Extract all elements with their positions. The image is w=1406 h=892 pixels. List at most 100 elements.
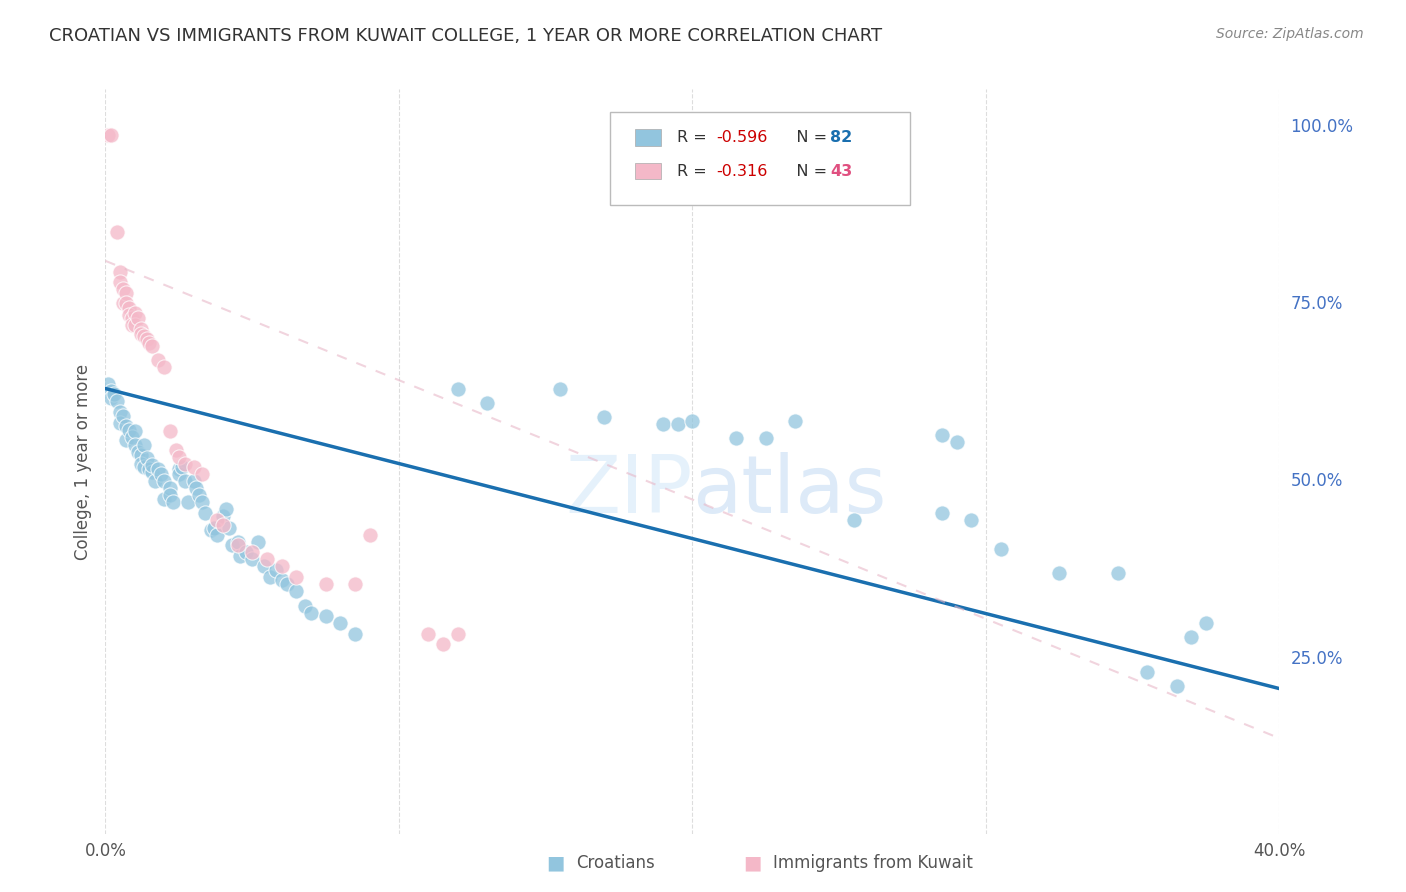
- Text: ZIP: ZIP: [565, 452, 693, 531]
- Point: [148, 461, 170, 475]
- Point: [1047, 566, 1070, 580]
- Point: [202, 520, 225, 534]
- Point: [124, 318, 146, 332]
- Point: [593, 409, 616, 424]
- Point: [143, 474, 166, 488]
- Point: [115, 419, 138, 434]
- Point: [215, 502, 238, 516]
- Point: [270, 573, 292, 587]
- Point: [205, 514, 228, 528]
- Point: [124, 424, 146, 438]
- Text: R =: R =: [678, 130, 711, 145]
- Point: [103, 387, 125, 401]
- Text: atlas: atlas: [693, 452, 887, 531]
- Point: [264, 563, 287, 577]
- Point: [170, 459, 193, 474]
- Point: [112, 296, 135, 310]
- Point: [294, 599, 316, 613]
- Point: [343, 627, 366, 641]
- Point: [118, 423, 141, 437]
- Point: [112, 282, 135, 296]
- Point: [167, 467, 190, 481]
- Text: Croatians: Croatians: [576, 855, 655, 872]
- Text: -0.596: -0.596: [716, 130, 768, 145]
- Point: [159, 424, 181, 438]
- Point: [276, 577, 298, 591]
- Point: [418, 627, 440, 641]
- Point: [725, 431, 748, 445]
- Point: [100, 391, 122, 405]
- Point: [138, 336, 160, 351]
- Point: [176, 495, 198, 509]
- Point: [229, 549, 252, 563]
- Point: [121, 310, 143, 325]
- Point: [299, 606, 322, 620]
- Point: [124, 305, 146, 319]
- Point: [118, 301, 141, 315]
- Text: 82: 82: [830, 130, 852, 145]
- Point: [447, 382, 470, 396]
- Point: [842, 514, 865, 528]
- Point: [191, 467, 214, 481]
- Point: [235, 544, 257, 558]
- Point: [159, 481, 181, 495]
- Point: [148, 353, 170, 368]
- Text: -0.316: -0.316: [716, 163, 768, 178]
- Point: [115, 434, 138, 448]
- Point: [129, 322, 152, 336]
- Point: [666, 417, 689, 431]
- Bar: [636, 163, 661, 179]
- Point: [432, 637, 454, 651]
- Point: [127, 445, 149, 459]
- Point: [211, 509, 233, 524]
- Point: [100, 384, 122, 398]
- Point: [165, 442, 187, 457]
- Point: [226, 534, 249, 549]
- Point: [141, 339, 163, 353]
- Point: [129, 326, 152, 341]
- Point: [97, 128, 120, 143]
- Point: [218, 520, 240, 534]
- Point: [652, 417, 675, 431]
- Point: [931, 507, 953, 521]
- Point: [285, 584, 308, 599]
- Point: [183, 459, 205, 474]
- Point: [124, 438, 146, 452]
- Text: Source: ZipAtlas.com: Source: ZipAtlas.com: [1216, 27, 1364, 41]
- Text: ■: ■: [546, 854, 565, 872]
- Point: [167, 450, 190, 464]
- Point: [121, 318, 143, 332]
- Point: [186, 481, 208, 495]
- Point: [211, 517, 233, 532]
- Point: [1195, 615, 1218, 630]
- Point: [259, 570, 281, 584]
- Point: [108, 405, 131, 419]
- Point: [141, 465, 163, 479]
- Point: [253, 558, 276, 573]
- Point: [256, 551, 278, 566]
- Text: N =: N =: [780, 163, 832, 178]
- Point: [97, 376, 120, 391]
- Point: [108, 275, 131, 289]
- Point: [159, 488, 181, 502]
- Text: CROATIAN VS IMMIGRANTS FROM KUWAIT COLLEGE, 1 YEAR OR MORE CORRELATION CHART: CROATIAN VS IMMIGRANTS FROM KUWAIT COLLE…: [49, 27, 883, 45]
- Point: [153, 474, 176, 488]
- Point: [205, 527, 228, 541]
- Point: [785, 414, 807, 428]
- Point: [132, 329, 155, 343]
- Point: [200, 524, 222, 538]
- Point: [132, 438, 155, 452]
- Point: [270, 558, 292, 573]
- Point: [105, 226, 128, 240]
- Point: [931, 428, 953, 442]
- Text: R =: R =: [678, 163, 711, 178]
- Y-axis label: College, 1 year or more: College, 1 year or more: [73, 364, 91, 559]
- Point: [329, 615, 352, 630]
- Point: [1107, 566, 1129, 580]
- Point: [1166, 680, 1188, 694]
- Point: [167, 461, 190, 475]
- Point: [343, 577, 366, 591]
- Point: [191, 495, 214, 509]
- Point: [108, 265, 131, 279]
- Point: [121, 430, 143, 444]
